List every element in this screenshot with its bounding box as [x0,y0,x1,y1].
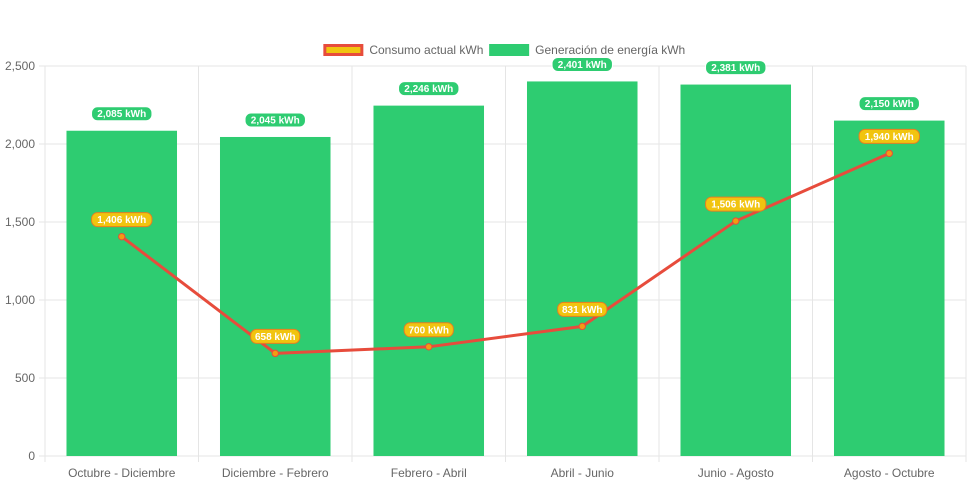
y-tick-label: 2,000 [5,137,35,151]
consumption-data-label-text: 1,506 kWh [711,200,760,211]
consumption-data-label: 1,406 kWh [91,212,153,228]
generation-data-label: 2,150 kWh [858,96,920,112]
generation-data-label-text: 2,045 kWh [251,115,300,126]
consumption-data-label-text: 1,406 kWh [97,215,146,226]
legend-item-consumption[interactable]: Consumo actual kWh [323,43,484,57]
axes: 0 500 1,000 1,500 2,000 2,500 Octubre - Diciem… [5,59,935,480]
generation-data-label-bg [705,60,767,76]
bar-generation[interactable] [680,84,792,457]
y-tick-label: 500 [15,371,35,385]
generation-data-label-text: 2,150 kWh [865,99,914,110]
generation-data-label-bg [91,106,153,122]
y-tick-label: 0 [28,449,35,463]
x-tick-label: Febrero - Abril [391,466,467,480]
consumption-data-label-bg [250,328,301,344]
legend-item-generation[interactable]: Generación de energía kWh [489,43,686,57]
generation-data-label-text: 2,085 kWh [97,109,146,120]
consumption-point[interactable] [271,349,279,358]
consumption-data-label: 658 kWh [250,328,301,344]
y-tick-label: 1,500 [5,215,35,229]
consumption-data-label-text: 700 kWh [408,325,449,336]
y-tick-label: 1,000 [5,293,35,307]
bar-generation[interactable] [66,130,178,457]
x-tick-label: Junio - Agosto [698,466,774,480]
consumption-data-label: 831 kWh [557,301,608,317]
bars [66,81,945,457]
consumption-data-label-text: 1,940 kWh [865,132,914,143]
bar-generation[interactable] [219,136,331,457]
consumption-point[interactable] [732,217,740,225]
legend[interactable]: Consumo actual kWh Generación de energía … [323,43,686,57]
x-tick-label: Abril - Junio [551,466,615,480]
consumption-data-label-bg [91,212,153,228]
consumption-data-label-bg [705,196,767,212]
generation-data-label-text: 2,381 kWh [711,63,760,74]
consumption-point[interactable] [425,343,433,351]
generation-data-label-bg [858,96,920,112]
legend-label: Consumo actual kWh [369,43,483,57]
x-tick-label: Agosto - Octubre [844,466,935,480]
consumption-data-label: 1,940 kWh [858,128,920,144]
generation-data-label: 2,381 kWh [705,60,767,76]
x-tick-label: Diciembre - Febrero [222,466,329,480]
x-tick-label: Octubre - Diciembre [68,466,176,480]
legend-swatch [323,44,364,56]
consumption-data-label-text: 658 kWh [255,332,296,343]
generation-data-label-bg [551,56,613,72]
data-labels: 2,085 kWh 2,045 kWh 2,246 kWh 2,401 kWh 2,38… [91,56,920,344]
grid [39,65,967,462]
generation-data-label-bg [244,112,306,128]
bar-generation[interactable] [373,105,485,457]
consumption-point[interactable] [578,322,586,331]
y-tick-label: 2,500 [5,59,35,73]
legend-swatch [489,44,530,56]
generation-data-label: 2,401 kWh [551,56,613,72]
consumption-data-label-bg [403,322,454,338]
consumption-point[interactable] [885,149,893,158]
bar-generation[interactable] [526,81,638,456]
consumption-point[interactable] [118,232,126,241]
consumption-data-label: 700 kWh [403,322,454,338]
consumption-data-label-bg [858,128,920,144]
consumption-data-label-bg [557,301,608,317]
generation-data-label: 2,085 kWh [91,106,153,122]
generation-data-label: 2,045 kWh [244,112,306,128]
consumption-data-label-text: 831 kWh [562,305,603,316]
generation-data-label-bg [398,81,460,97]
consumption-data-label: 1,506 kWh [705,196,767,212]
generation-data-label: 2,246 kWh [398,81,460,97]
generation-data-label-text: 2,401 kWh [558,60,607,71]
generation-data-label-text: 2,246 kWh [404,84,453,95]
bar-generation[interactable] [833,120,945,456]
legend-label: Generación de energía kWh [535,43,685,57]
